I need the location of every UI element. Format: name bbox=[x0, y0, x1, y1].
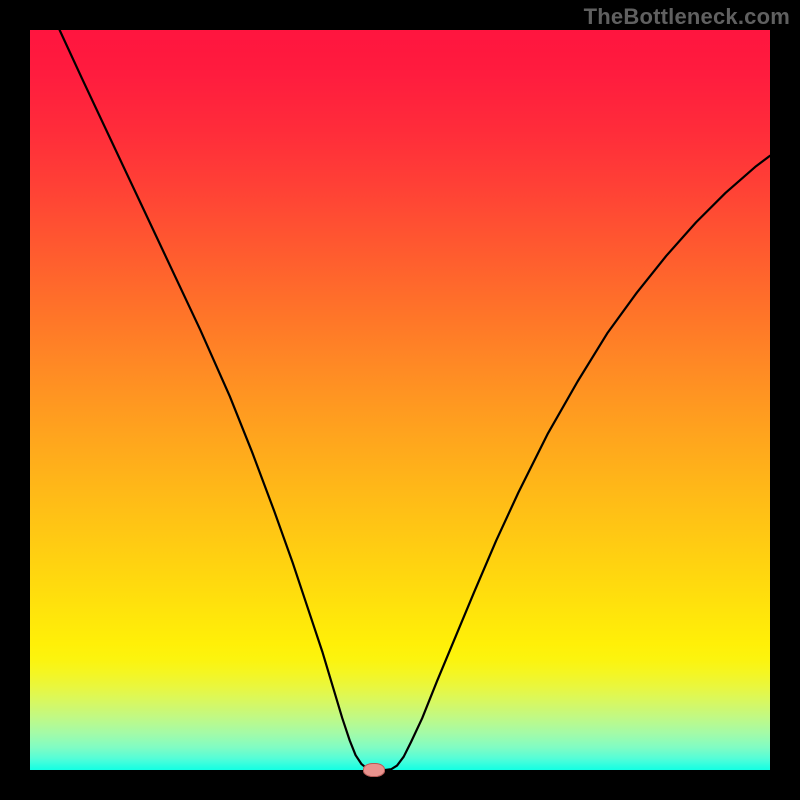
plot-background bbox=[30, 30, 770, 770]
watermark-text: TheBottleneck.com bbox=[584, 4, 790, 30]
optimal-point-marker bbox=[363, 763, 385, 777]
chart-container: { "watermark": { "text": "TheBottleneck.… bbox=[0, 0, 800, 800]
